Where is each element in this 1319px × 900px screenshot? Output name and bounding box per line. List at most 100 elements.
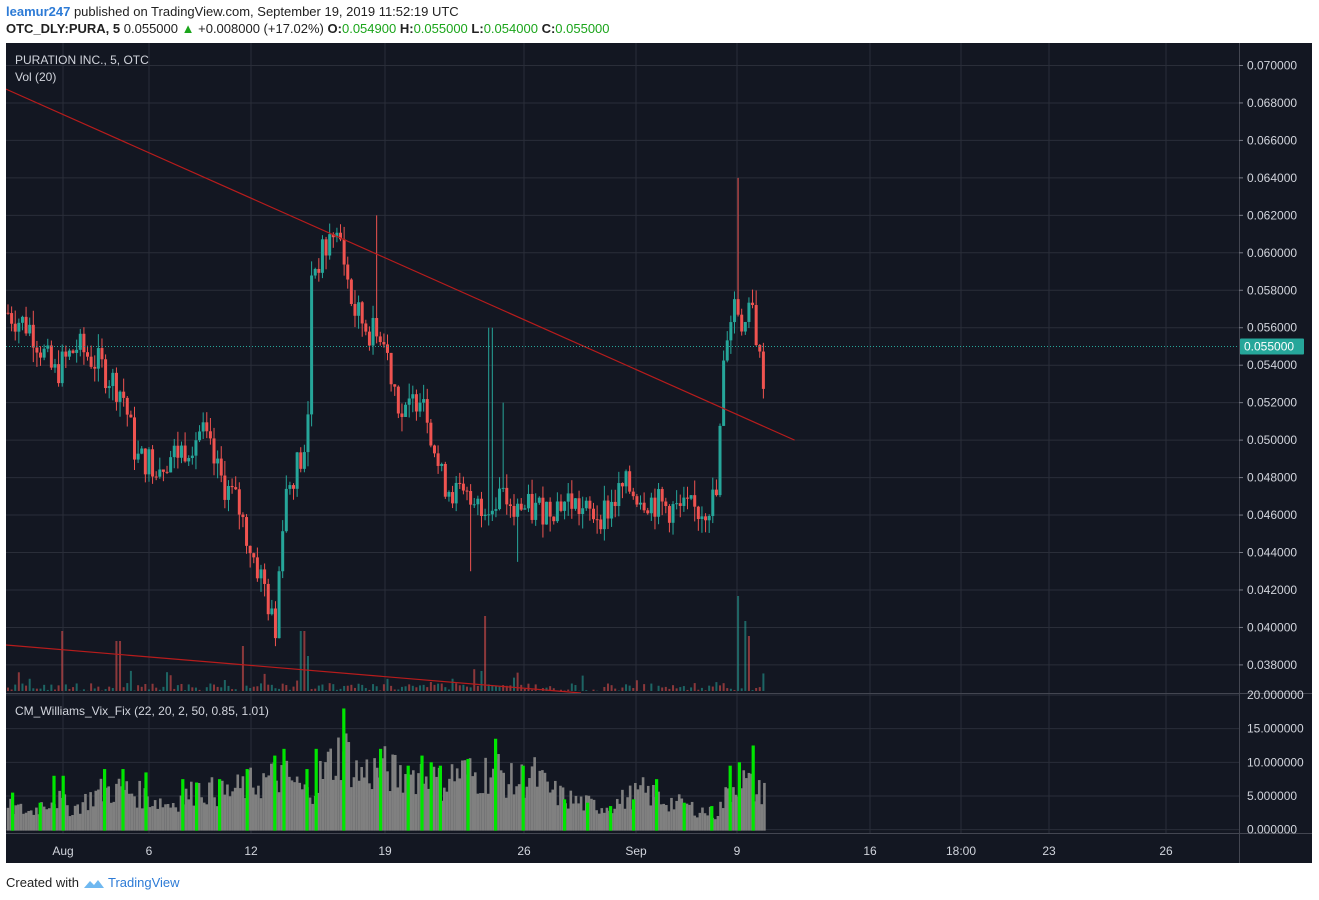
volume-bar bbox=[711, 686, 714, 691]
candle-body bbox=[534, 502, 538, 520]
candle-body bbox=[610, 501, 614, 519]
candle-body bbox=[454, 482, 458, 504]
vix-bar bbox=[228, 796, 232, 831]
volume-bar bbox=[382, 684, 385, 691]
candle-body bbox=[646, 510, 650, 514]
candle-body bbox=[78, 333, 82, 350]
time-tick-label: 26 bbox=[1159, 844, 1173, 858]
candle-body bbox=[667, 506, 671, 523]
vix-bar-high bbox=[438, 765, 442, 831]
volume-bar bbox=[274, 688, 277, 691]
chart-canvas[interactable]: 0.038000 0.040000 0.042000 0.044000 0.046000… bbox=[6, 43, 1312, 863]
candle-body bbox=[386, 344, 389, 353]
vix-bar-high bbox=[379, 748, 383, 831]
lower-trendline bbox=[6, 644, 582, 694]
candle-body bbox=[404, 404, 408, 417]
vix-bar bbox=[739, 788, 743, 831]
price-tick-label: 0.054000 bbox=[1247, 358, 1297, 372]
volume-bar bbox=[46, 689, 49, 691]
vix-bar bbox=[543, 772, 547, 831]
vix-bar bbox=[156, 808, 160, 831]
candle-body bbox=[389, 352, 393, 385]
vix-bar bbox=[319, 760, 322, 831]
vix-bar bbox=[89, 792, 92, 831]
candle-body bbox=[375, 317, 379, 337]
vix-bar-high bbox=[521, 765, 525, 831]
candle-body bbox=[530, 493, 534, 520]
vix-bar bbox=[91, 806, 95, 831]
candle-body bbox=[512, 505, 516, 517]
vix-bar bbox=[254, 794, 258, 831]
vix-bar bbox=[566, 808, 570, 831]
vix-bar bbox=[251, 787, 255, 831]
upper-trendline bbox=[6, 88, 795, 441]
candle-body bbox=[523, 508, 527, 510]
candle-body bbox=[660, 489, 664, 502]
candle-body bbox=[678, 503, 682, 506]
volume-bar bbox=[415, 687, 418, 691]
vix-bar bbox=[66, 805, 69, 831]
vix-bar bbox=[641, 777, 645, 831]
candle-body bbox=[552, 516, 556, 522]
candle-body bbox=[118, 391, 122, 402]
volume-bar bbox=[708, 685, 711, 691]
volume-bar bbox=[668, 688, 671, 691]
vix-bar bbox=[24, 812, 28, 831]
candle-body bbox=[96, 348, 100, 369]
vix-bar-high bbox=[103, 769, 107, 831]
volume-bar bbox=[509, 685, 512, 691]
vix-bar bbox=[592, 799, 596, 831]
volume-bar bbox=[260, 683, 262, 691]
volume-bar bbox=[426, 687, 429, 691]
candle-body bbox=[436, 453, 440, 466]
candle-body bbox=[613, 501, 617, 507]
volume-bar bbox=[379, 690, 382, 691]
vix-axis[interactable]: 0.000000 5.000000 10.000000 15.000000 20.000… bbox=[1247, 688, 1304, 837]
candle-body bbox=[6, 312, 10, 314]
candle-body bbox=[736, 299, 740, 315]
candle-body bbox=[342, 239, 346, 265]
candle-body bbox=[440, 463, 444, 466]
candle-body bbox=[458, 482, 462, 484]
price-tick-label: 0.042000 bbox=[1247, 583, 1297, 597]
vix-bar-high bbox=[282, 748, 286, 831]
volume-bar bbox=[751, 690, 754, 691]
candle-body bbox=[324, 239, 328, 256]
time-tick-label: 6 bbox=[146, 844, 153, 858]
tradingview-link[interactable]: TradingView bbox=[108, 875, 180, 890]
volume-bar bbox=[715, 682, 718, 691]
vix-bar bbox=[360, 767, 363, 831]
volume-bar bbox=[726, 688, 729, 691]
candle-body bbox=[411, 394, 415, 399]
candle-body bbox=[548, 501, 552, 517]
volume-bar bbox=[458, 685, 461, 691]
vix-bar bbox=[202, 802, 206, 831]
volume-bar bbox=[559, 689, 562, 691]
volume-bar bbox=[650, 683, 653, 691]
vix-bar bbox=[732, 787, 735, 831]
candle-body bbox=[60, 351, 64, 384]
candle-body bbox=[273, 608, 277, 639]
vix-bar bbox=[512, 794, 516, 831]
volume-bar bbox=[672, 685, 675, 691]
candle-body bbox=[39, 352, 43, 358]
volume-bar bbox=[75, 683, 78, 691]
candle-body bbox=[635, 496, 639, 505]
vix-bar bbox=[662, 803, 666, 831]
volume-bar bbox=[393, 689, 396, 691]
price-axis[interactable]: 0.038000 0.040000 0.042000 0.044000 0.046000… bbox=[1239, 58, 1297, 672]
close-label: C: bbox=[541, 21, 556, 36]
volume-bar bbox=[632, 688, 635, 691]
candle-body bbox=[425, 399, 429, 423]
candle-body bbox=[292, 485, 296, 489]
volume-bar bbox=[747, 636, 750, 691]
author-name[interactable]: leamur247 bbox=[6, 4, 71, 19]
vix-bar bbox=[295, 776, 299, 831]
vix-bar bbox=[760, 804, 764, 831]
volume-bar bbox=[220, 687, 223, 691]
vix-bar-high bbox=[710, 806, 714, 831]
candle-body bbox=[104, 359, 108, 389]
time-axis[interactable]: Aug 6 12 19 26 Sep 9 16 18:00 23 26 bbox=[52, 844, 1173, 858]
vix-bar bbox=[337, 737, 340, 831]
candle-body bbox=[740, 314, 744, 332]
